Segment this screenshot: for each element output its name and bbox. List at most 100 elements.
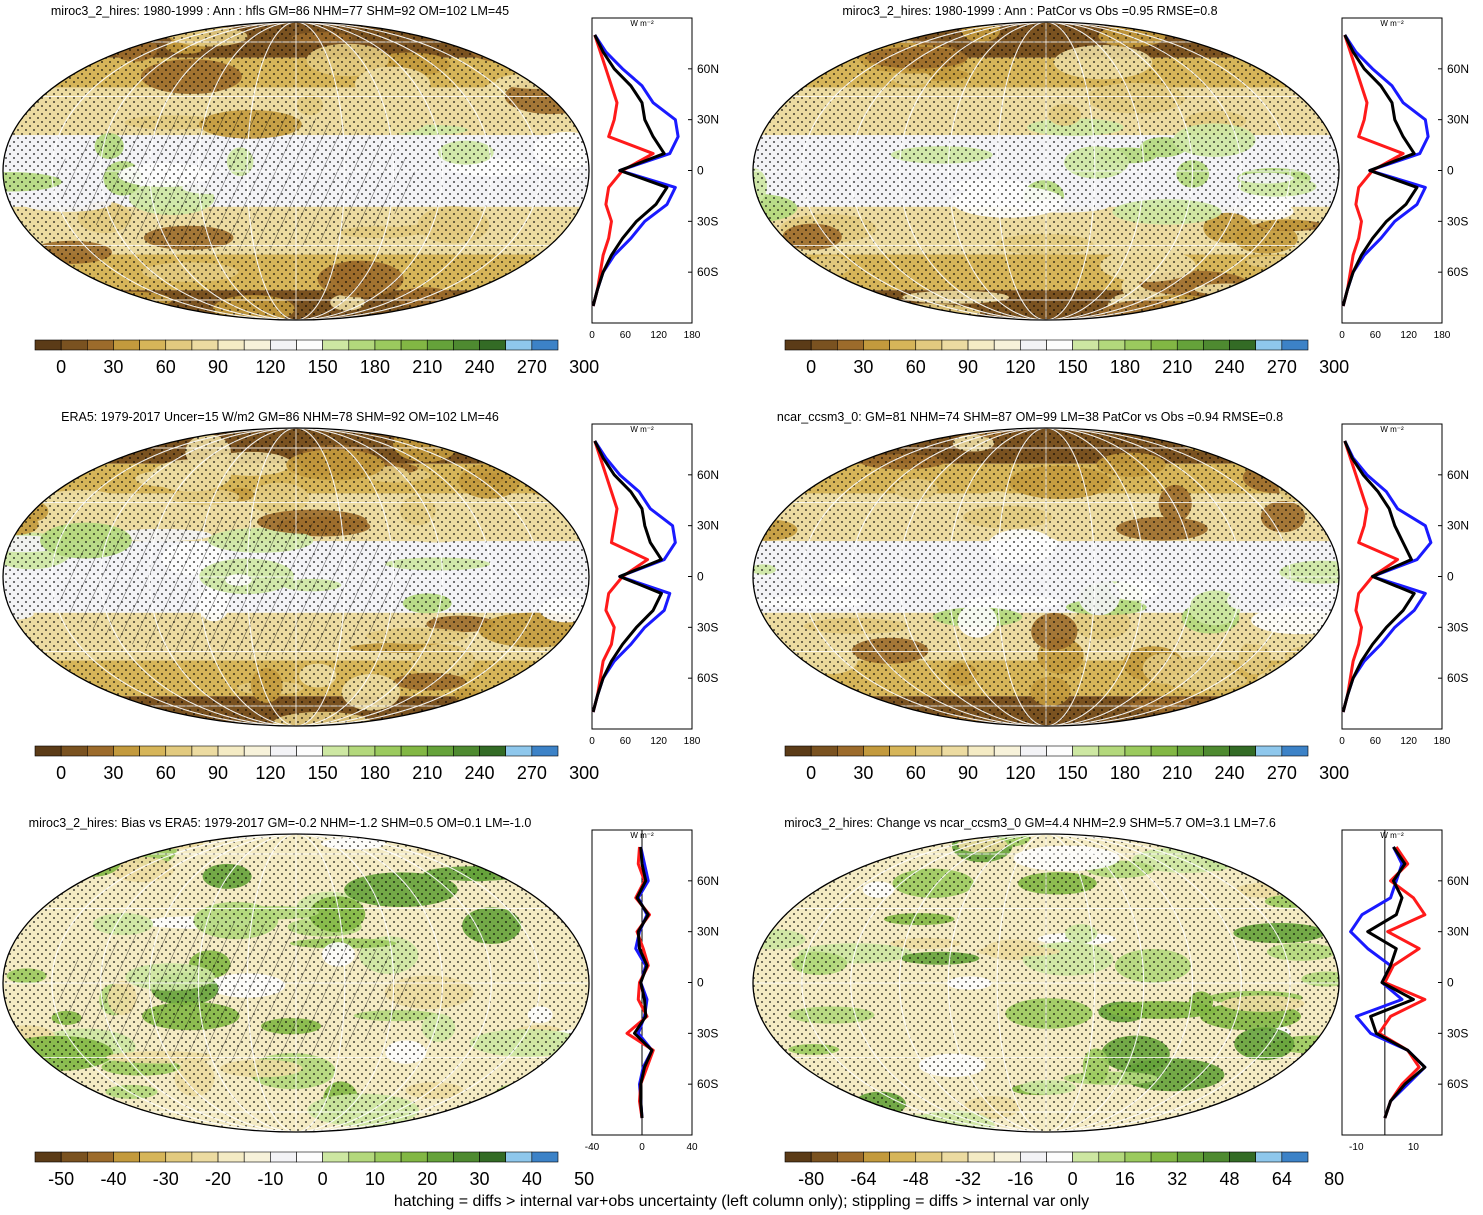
colorbar-swatch	[836, 745, 864, 757]
colorbar-tick-label: -32	[955, 1169, 981, 1189]
profile-frame	[1341, 423, 1443, 730]
colorbar-swatch	[1072, 1151, 1100, 1163]
panel-title: miroc3_2_hires: Change vs ncar_ccsm3_0 G…	[784, 816, 1276, 830]
colorbar-swatch	[60, 1151, 88, 1163]
colorbar-tick-label: 64	[1272, 1169, 1292, 1189]
colorbar-swatch	[87, 745, 114, 757]
profile-xtick-label: 0	[639, 1142, 645, 1153]
colorbar-tick-label: 0	[318, 1169, 328, 1189]
profile-unit: W m⁻²	[630, 19, 654, 28]
colorbar-tick-label: 30	[853, 763, 873, 783]
map-patch	[753, 61, 798, 75]
colorbar-swatch	[993, 1151, 1021, 1163]
colorbar-swatch	[836, 339, 864, 351]
colorbar-tick-label: 240	[465, 357, 495, 377]
panel-title: ncar_ccsm3_0: GM=81 NHM=74 SHM=87 OM=99 …	[777, 410, 1283, 424]
colorbar-tick-label: 270	[1267, 357, 1297, 377]
profile-ytick-label: 0	[1447, 570, 1454, 584]
profile-ytick-label: 60S	[697, 1077, 718, 1091]
colorbar-swatch	[1281, 1151, 1309, 1163]
colorbar-tick-label: 300	[1319, 357, 1349, 377]
colorbar-tick-label: 120	[1005, 357, 1035, 377]
colorbar-swatch	[217, 339, 245, 351]
map-border	[2, 427, 590, 727]
map-patch	[71, 854, 105, 867]
colorbar-swatch	[1020, 745, 1047, 757]
panel-title: miroc3_2_hires: 1980-1999 : Ann : PatCor…	[842, 4, 1217, 18]
colorbar-swatch	[243, 1151, 271, 1163]
profile-ytick-label: 60N	[697, 874, 719, 888]
hatching	[56, 111, 416, 251]
profile-unit: W m⁻²	[1380, 831, 1404, 840]
colorbar-swatch	[243, 745, 271, 757]
graticule-lon	[996, 428, 1096, 726]
colorbar-tick-label: 240	[465, 763, 495, 783]
map-patch	[753, 869, 817, 895]
panel-title: ERA5: 1979-2017 Uncer=15 W/m2 GM=86 NHM=…	[61, 410, 499, 424]
colorbar-tick-label: 40	[522, 1169, 542, 1189]
map-border	[752, 833, 1340, 1133]
graticule-lon	[149, 428, 443, 726]
colorbar-swatch	[1150, 745, 1178, 757]
colorbar-swatch	[889, 1151, 917, 1163]
graticule-lon	[100, 834, 492, 1132]
colorbar-swatch	[1072, 339, 1100, 351]
colorbar-swatch	[1281, 339, 1309, 351]
profile-ytick-label: 30N	[697, 519, 719, 533]
colorbar-swatch	[113, 745, 140, 757]
colorbar-swatch	[784, 339, 812, 351]
colorbar-swatch	[217, 745, 245, 757]
map-patch	[3, 286, 96, 297]
colorbar-swatch	[400, 1151, 428, 1163]
graticule-lon	[246, 428, 346, 726]
profile-ytick-label: 60N	[697, 468, 719, 482]
colorbar-swatch	[270, 745, 297, 757]
colorbar-swatch	[1150, 1151, 1178, 1163]
colorbar-tick-label: 150	[1058, 763, 1088, 783]
colorbar-tick-label: 180	[1110, 357, 1140, 377]
map-patch	[505, 671, 587, 698]
colorbar-tick-label: 300	[1319, 763, 1349, 783]
colorbar-swatch	[941, 1151, 969, 1163]
map-patch	[3, 22, 88, 54]
colorbar-swatch	[915, 339, 943, 351]
colorbar-tick-label: 30	[470, 1169, 490, 1189]
graticule-lon	[947, 428, 1145, 726]
map-patch	[18, 23, 97, 61]
panel-2: miroc3_2_hires: 1980-1999 : Ann : PatCor…	[752, 4, 1469, 377]
colorbar-tick-label: 120	[255, 357, 285, 377]
profile-ytick-label: 60S	[697, 671, 718, 685]
colorbar-swatch	[1046, 745, 1073, 757]
map-patch	[756, 1074, 782, 1089]
map-patch	[1176, 304, 1207, 316]
profile-ytick-label: 30S	[697, 620, 718, 634]
profile-unit: W m⁻²	[1380, 19, 1404, 28]
colorbar-swatch	[967, 339, 995, 351]
colorbar-tick-label: 270	[517, 763, 547, 783]
colorbar-swatch	[322, 339, 350, 351]
colorbar-swatch	[967, 745, 995, 757]
profile-line-black	[1341, 440, 1416, 713]
profile-ytick-label: 60N	[1447, 874, 1469, 888]
profile-xtick-label: 10	[1408, 1142, 1420, 1153]
colorbar-tick-label: 240	[1215, 763, 1245, 783]
colorbar-tick-label: 80	[1324, 1169, 1344, 1189]
colorbar-swatch	[810, 339, 838, 351]
colorbar-swatch	[453, 745, 480, 757]
profile-xtick-label: 60	[1370, 736, 1382, 747]
profile-xtick-label: -10	[1349, 1142, 1364, 1153]
colorbar-swatch	[296, 1151, 323, 1163]
profile-ytick-label: 30N	[1447, 925, 1469, 939]
colorbar-swatch	[993, 339, 1021, 351]
colorbar-tick-label: 0	[806, 357, 816, 377]
colorbar-swatch	[113, 1151, 140, 1163]
colorbar-swatch	[836, 1151, 864, 1163]
colorbar-tick-label: 30	[853, 357, 873, 377]
profile-xtick-label: 60	[1370, 330, 1382, 341]
colorbar-swatch	[34, 745, 62, 757]
map-patch	[39, 35, 83, 58]
colorbar-tick-label: 50	[574, 1169, 594, 1189]
colorbar-swatch	[348, 1151, 376, 1163]
profile-xtick-label: 180	[684, 330, 701, 341]
map-border	[752, 427, 1340, 727]
